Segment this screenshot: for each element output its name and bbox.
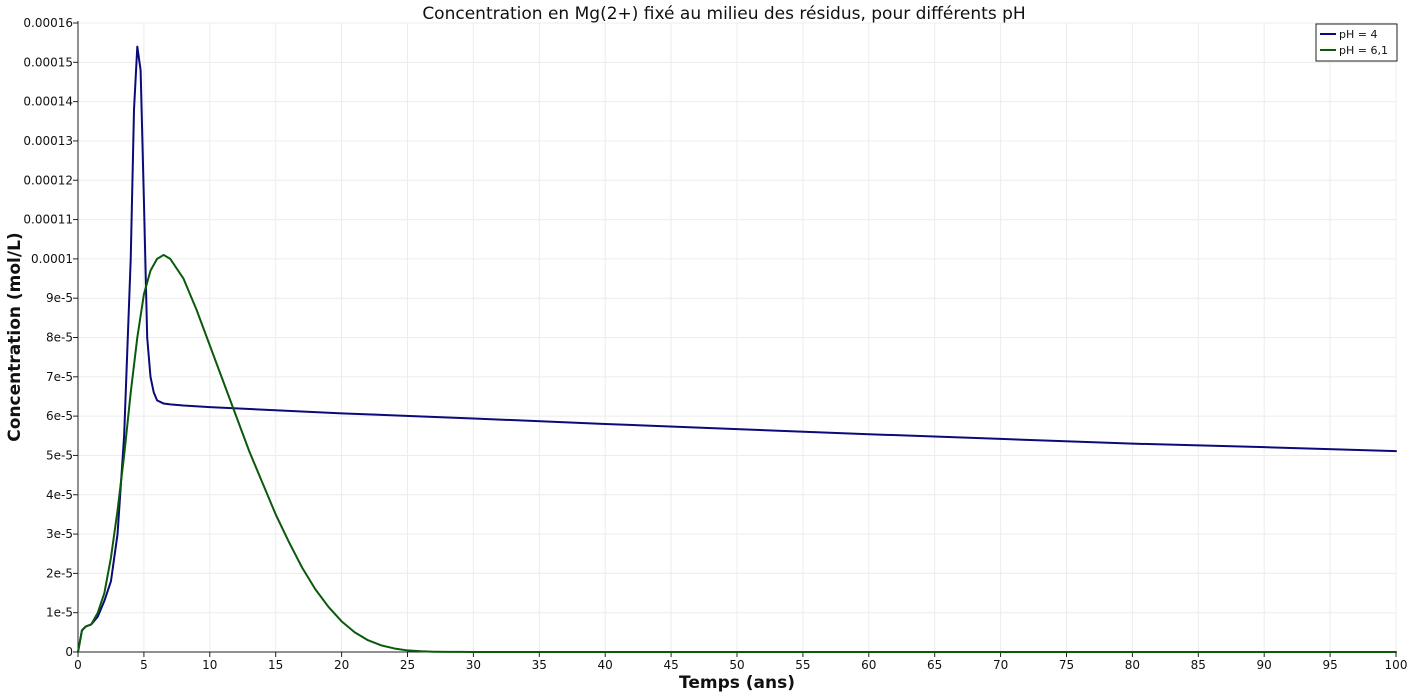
- x-tick-label: 35: [532, 658, 547, 672]
- x-tick-label: 20: [334, 658, 349, 672]
- x-tick-label: 15: [268, 658, 283, 672]
- x-tick-label: 10: [202, 658, 217, 672]
- y-tick-label: 5e-5: [46, 448, 73, 462]
- y-tick-label: 1e-5: [46, 606, 73, 620]
- y-axis-title: Concentration (mol/L): [5, 232, 25, 441]
- x-tick-label: 90: [1257, 658, 1272, 672]
- y-tick-label: 9e-5: [46, 291, 73, 305]
- x-tick-label: 100: [1385, 658, 1408, 672]
- series-line-2: [77, 253, 1397, 653]
- y-tick-label: 7e-5: [46, 370, 73, 384]
- legend-label: pH = 6,1: [1339, 44, 1388, 57]
- x-tick-label: 5: [140, 658, 148, 672]
- x-tick-label: 0: [74, 658, 82, 672]
- legend: pH = 4 pH = 6,1: [1315, 23, 1398, 62]
- chart-title: Concentration en Mg(2+) fixé au milieu d…: [422, 4, 1025, 24]
- y-tick-label: 0.0001: [31, 252, 73, 266]
- x-tick-label: 30: [466, 658, 481, 672]
- x-tick-label: 70: [993, 658, 1008, 672]
- x-tick-label: 85: [1191, 658, 1206, 672]
- y-tick-label: 8e-5: [46, 331, 73, 345]
- legend-label: pH = 4: [1339, 28, 1377, 41]
- x-tick-label: 95: [1322, 658, 1337, 672]
- y-tick-label: 0.00011: [23, 213, 73, 227]
- x-tick-label: 60: [861, 658, 876, 672]
- grid: [78, 22, 1397, 652]
- y-tick-label: 0.00014: [23, 95, 73, 109]
- x-tick-label: 55: [795, 658, 810, 672]
- y-tick-label: 0.00015: [23, 55, 73, 69]
- y-tick-label: 4e-5: [46, 488, 73, 502]
- series-layer: [77, 45, 1397, 653]
- x-tick-label: 25: [400, 658, 415, 672]
- x-tick-label: 65: [927, 658, 942, 672]
- y-tick-label: 2e-5: [46, 566, 73, 580]
- y-tick-label: 0.00016: [23, 16, 73, 30]
- x-tick-label: 50: [729, 658, 744, 672]
- y-tick-label: 0.00012: [23, 173, 73, 187]
- y-tick-label: 0: [65, 645, 73, 659]
- x-axis-title: Temps (ans): [679, 673, 795, 693]
- y-tick-label: 0.00013: [23, 134, 73, 148]
- legend-box: [1315, 23, 1398, 62]
- x-tick-label: 40: [598, 658, 613, 672]
- x-tick-label: 80: [1125, 658, 1140, 672]
- y-tick-label: 3e-5: [46, 527, 73, 541]
- series-line-1: [77, 45, 1397, 653]
- x-tick-label: 75: [1059, 658, 1074, 672]
- x-tick-label: 45: [663, 658, 678, 672]
- y-tick-label: 6e-5: [46, 409, 73, 423]
